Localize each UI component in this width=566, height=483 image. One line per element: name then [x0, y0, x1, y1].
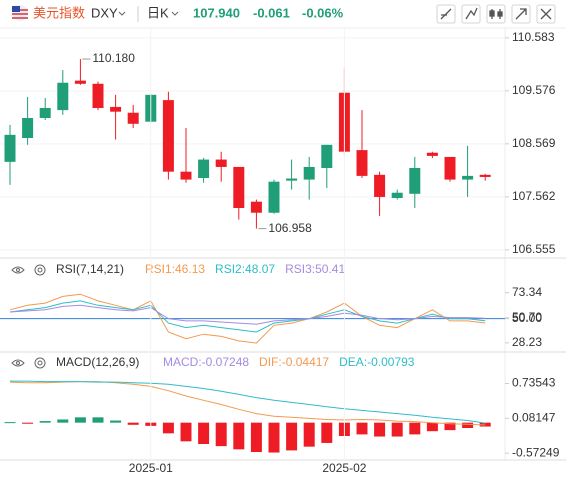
candle-body	[110, 106, 122, 112]
y-tick-label: 0.73543	[512, 376, 556, 390]
macd-bar	[303, 422, 315, 447]
macd-bar	[462, 422, 474, 428]
macd-bar	[92, 417, 104, 423]
compare-button[interactable]	[486, 4, 506, 24]
x-tick-label: 2025-02	[322, 461, 366, 475]
period[interactable]: 日K	[147, 5, 169, 20]
y-tick-label: 50.00	[512, 311, 542, 325]
macd-bar	[268, 422, 280, 453]
candle-body	[286, 178, 298, 181]
candle-body	[321, 144, 333, 168]
panel-title: MACD(12,26,9)	[56, 355, 139, 369]
candle-body	[74, 80, 86, 84]
panel-title: RSI(7,14,21)	[56, 262, 124, 276]
flag-icon	[12, 5, 28, 21]
y-tick-label: 50.70	[512, 310, 542, 324]
legend-entry: RSI1:46.13	[145, 262, 205, 276]
x-tick-label: 2025-01	[129, 461, 173, 475]
candle-body	[462, 175, 474, 180]
macd-bar	[74, 417, 86, 423]
candle-body	[127, 112, 139, 124]
dropdown-arrow[interactable]	[118, 11, 126, 16]
indicator-line	[9, 293, 486, 344]
macd-bar	[162, 422, 174, 434]
settings-icon[interactable]	[34, 357, 46, 369]
macd-bar	[57, 419, 69, 423]
macd-bar	[233, 422, 245, 450]
macd-bar	[356, 422, 368, 435]
y-tick-label: 0.08147	[512, 410, 556, 424]
candle-body	[444, 156, 456, 180]
macd-bar	[250, 422, 262, 452]
y-tick-label: 73.34	[512, 285, 542, 299]
last-price: 107.940	[193, 5, 240, 20]
indicator-line	[10, 380, 486, 424]
symbol[interactable]: DXY	[91, 5, 118, 20]
indicator-line	[9, 300, 486, 333]
candle-body	[426, 152, 438, 156]
candle-body	[391, 192, 403, 198]
legend-entry: RSI2:48.07	[215, 262, 275, 276]
candle-body	[4, 134, 16, 162]
legend-entry: DEA:-0.00793	[339, 355, 415, 369]
candle-body	[57, 82, 69, 111]
index-name: 美元指数	[33, 5, 85, 20]
candle-body	[250, 201, 262, 213]
y-tick-label: 28.23	[512, 335, 542, 349]
price-change: -0.061	[253, 5, 290, 20]
max-price-label: 110.180	[92, 51, 135, 65]
candle-body	[356, 150, 368, 176]
candle-body	[22, 118, 34, 138]
legend-entry: RSI3:50.41	[285, 262, 345, 276]
macd-bar	[321, 422, 333, 443]
legend-entry: MACD:-0.07248	[163, 355, 249, 369]
visibility-icon[interactable]	[11, 266, 25, 274]
candle-body	[198, 159, 210, 178]
macd-bar	[198, 422, 210, 444]
legend-entry: DIF:-0.04417	[259, 355, 329, 369]
dropdown-arrow[interactable]	[171, 11, 179, 16]
macd-bar	[180, 422, 192, 442]
candle-body	[374, 174, 386, 197]
y-tick-label: 110.583	[512, 30, 555, 44]
indicator-button[interactable]	[461, 4, 481, 24]
candle-body	[92, 83, 104, 108]
macd-bar	[4, 422, 16, 424]
settings-button[interactable]	[511, 4, 531, 24]
macd-bar	[391, 422, 403, 437]
draw-tool-button[interactable]	[436, 4, 456, 24]
macd-bar	[22, 422, 34, 424]
settings-icon[interactable]	[34, 264, 46, 276]
macd-bar	[374, 422, 386, 437]
candle-body	[162, 100, 174, 172]
macd-bar	[39, 421, 51, 423]
candle-body	[180, 171, 192, 180]
min-price-label: 106.958	[268, 221, 312, 235]
macd-bar	[409, 422, 421, 435]
candle-body	[303, 166, 315, 180]
fullscreen-button[interactable]	[536, 4, 556, 24]
macd-bar	[426, 422, 438, 432]
y-tick-label: -0.57249	[512, 445, 560, 459]
price-change-pct: -0.06%	[302, 5, 344, 20]
candle-body	[215, 159, 227, 167]
visibility-icon[interactable]	[11, 359, 25, 367]
indicator-line	[9, 304, 486, 325]
macd-bar	[215, 422, 227, 447]
y-tick-label: 107.562	[512, 189, 556, 203]
candle-body	[479, 174, 491, 177]
candle-body	[268, 181, 280, 213]
candle-body	[233, 166, 245, 208]
macd-bar	[444, 422, 456, 431]
macd-bar	[127, 422, 139, 425]
candle-body	[39, 108, 51, 118]
y-tick-label: 109.576	[512, 83, 556, 97]
y-tick-label: 106.555	[512, 242, 556, 256]
macd-bar	[110, 420, 122, 423]
macd-bar	[286, 422, 298, 451]
candle-body	[409, 168, 421, 194]
y-tick-label: 108.569	[512, 136, 556, 150]
